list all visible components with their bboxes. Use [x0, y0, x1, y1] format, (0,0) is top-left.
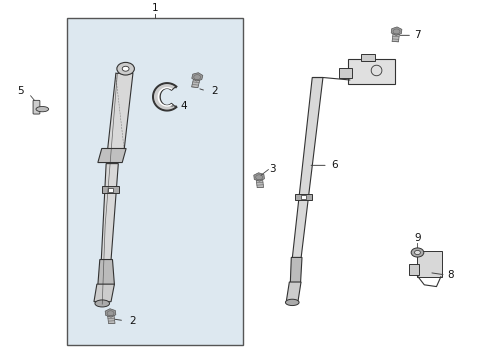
Polygon shape [254, 173, 265, 181]
FancyBboxPatch shape [416, 251, 442, 277]
Bar [108, 188, 114, 192]
FancyBboxPatch shape [348, 59, 395, 84]
Bar [300, 195, 306, 199]
Circle shape [117, 62, 134, 75]
Text: 6: 6 [331, 160, 338, 170]
Ellipse shape [36, 107, 49, 112]
Polygon shape [98, 260, 115, 285]
Text: 2: 2 [129, 316, 136, 326]
Text: 8: 8 [448, 270, 454, 280]
Polygon shape [292, 77, 323, 258]
FancyBboxPatch shape [361, 54, 375, 61]
Polygon shape [98, 148, 126, 163]
Circle shape [415, 251, 420, 255]
FancyBboxPatch shape [339, 68, 352, 78]
FancyBboxPatch shape [33, 100, 40, 114]
Text: 7: 7 [415, 30, 421, 40]
Polygon shape [153, 84, 176, 110]
Polygon shape [391, 27, 402, 35]
Bar [256, 177, 264, 188]
Polygon shape [290, 257, 302, 283]
Text: 1: 1 [151, 3, 158, 13]
Text: 9: 9 [414, 233, 421, 243]
Polygon shape [105, 309, 116, 317]
Circle shape [411, 248, 424, 257]
Bar [67, 18, 243, 345]
Polygon shape [94, 284, 115, 302]
Text: 4: 4 [181, 101, 187, 111]
Polygon shape [101, 163, 118, 260]
Bar [102, 186, 119, 193]
Polygon shape [192, 73, 203, 81]
Text: 5: 5 [18, 86, 24, 96]
Text: 2: 2 [211, 86, 218, 96]
Circle shape [122, 66, 129, 71]
Ellipse shape [95, 300, 110, 307]
Text: 3: 3 [270, 164, 276, 174]
Polygon shape [108, 73, 133, 149]
Bar [294, 194, 312, 200]
Bar [392, 31, 400, 42]
Bar [192, 77, 200, 87]
FancyBboxPatch shape [409, 264, 419, 275]
Bar [107, 313, 115, 324]
Ellipse shape [286, 299, 299, 306]
Polygon shape [287, 282, 301, 301]
